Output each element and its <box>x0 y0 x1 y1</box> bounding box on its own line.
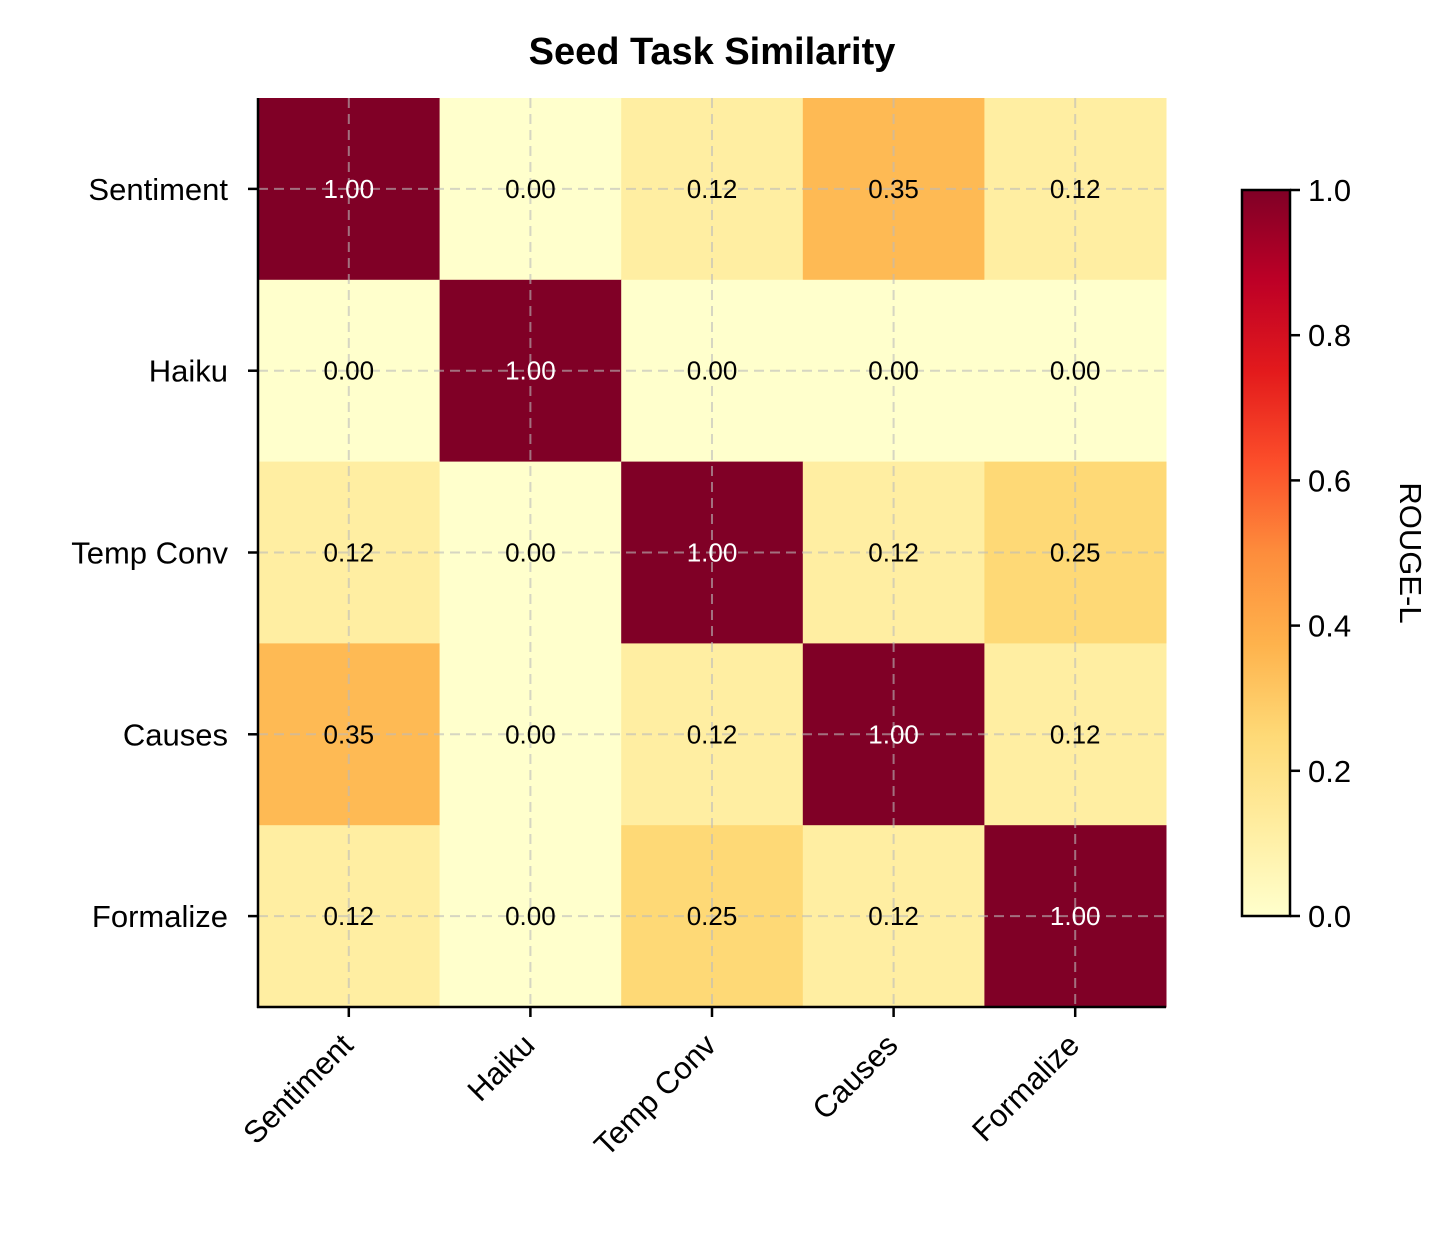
cell-value-label: 0.25 <box>687 901 738 931</box>
cell-value-label: 0.35 <box>323 719 374 749</box>
x-tick-label: Causes <box>805 1027 904 1126</box>
cell-value-label: 0.00 <box>323 356 374 386</box>
cell-value-label: 0.00 <box>505 719 556 749</box>
cell-value-label: 1.00 <box>1050 901 1101 931</box>
x-tick-label: Sentiment <box>236 1027 360 1151</box>
cell-value-label: 0.12 <box>868 901 919 931</box>
x-tick-label: Haiku <box>461 1027 542 1108</box>
colorbar-tick-label: 0.6 <box>1308 463 1351 498</box>
cell-value-label: 1.00 <box>505 356 556 386</box>
y-tick-label: Formalize <box>92 899 228 934</box>
cell-value-label: 0.00 <box>868 356 919 386</box>
y-tick-label: Causes <box>123 717 228 752</box>
cell-value-label: 0.12 <box>687 174 738 204</box>
cell-value-label: 0.00 <box>505 174 556 204</box>
y-tick-label: Temp Conv <box>71 536 228 571</box>
cell-value-label: 0.12 <box>1050 174 1101 204</box>
cell-value-label: 0.12 <box>323 538 374 568</box>
colorbar-tick-label: 0.2 <box>1308 754 1351 789</box>
cell-value-label: 0.12 <box>687 719 738 749</box>
chart-title: Seed Task Similarity <box>529 31 896 73</box>
cell-value-label: 0.25 <box>1050 538 1101 568</box>
cell-value-label: 0.12 <box>868 538 919 568</box>
cell-value-label: 1.00 <box>868 719 919 749</box>
colorbar-gradient <box>1240 188 1292 918</box>
colorbar-tick-label: 0.0 <box>1308 899 1351 934</box>
cell-value-label: 0.12 <box>1050 719 1101 749</box>
x-tick-label: Formalize <box>965 1027 1086 1148</box>
cell-value-label: 0.00 <box>505 538 556 568</box>
cell-value-label: 0.35 <box>868 174 919 204</box>
cell-value-label: 0.00 <box>505 901 556 931</box>
colorbar-tick-label: 0.4 <box>1308 609 1351 644</box>
colorbar: 0.0 0.2 0.4 0.6 0.8 1.0 ROUGE-L <box>1240 173 1428 934</box>
cell-value-label: 1.00 <box>687 538 738 568</box>
cell-value-label: 0.00 <box>687 356 738 386</box>
cell-value-label: 0.12 <box>323 901 374 931</box>
cell-value-label: 1.00 <box>323 174 374 204</box>
colorbar-tick-label: 1.0 <box>1308 173 1351 208</box>
y-tick-label: Haiku <box>149 354 228 389</box>
colorbar-tick-label: 0.8 <box>1308 318 1351 353</box>
x-tick-label: Temp Conv <box>587 1027 723 1163</box>
cell-value-label: 0.00 <box>1050 356 1101 386</box>
colorbar-label: ROUGE-L <box>1393 482 1428 623</box>
y-tick-label: Sentiment <box>88 172 228 207</box>
